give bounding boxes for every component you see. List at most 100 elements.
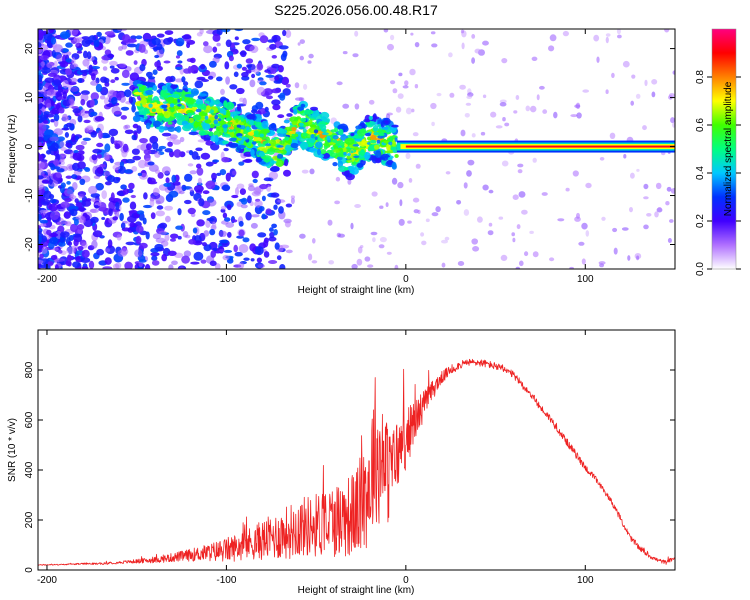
spectrogram-blob: [282, 29, 287, 37]
spectrogram-blob: [404, 80, 409, 86]
spectrogram-blob: [65, 42, 73, 48]
spectrogram-blob: [194, 121, 202, 127]
spectrogram-blob: [210, 250, 216, 258]
spectrogram-blob: [70, 86, 79, 92]
spectrogram-blob: [141, 109, 147, 117]
spectrogram-blob: [441, 239, 448, 244]
spectrogram-blob: [163, 182, 172, 187]
spectrogram-blob: [53, 113, 60, 122]
spectrogram-blob: [285, 144, 292, 152]
spectrogram-blob: [177, 103, 183, 107]
spectrogram-blob: [412, 132, 419, 137]
spectrogram-blob: [199, 63, 206, 70]
spectrogram-blob: [197, 177, 202, 185]
spectrogram-blob: [187, 104, 193, 109]
spectrogram-blob: [189, 64, 199, 74]
spectrogram-blob: [261, 213, 267, 220]
spectrogram-blob: [163, 60, 171, 64]
spectrogram-blob: [111, 96, 118, 105]
spectrogram-blob: [212, 33, 221, 42]
spectrogram-blob: [152, 69, 158, 75]
spectrogram-blob: [53, 60, 58, 69]
spectrogram-blob: [38, 136, 44, 143]
spectrogram-blob: [53, 79, 61, 86]
spectrogram-blob: [113, 263, 120, 269]
spectrogram-blob: [226, 204, 232, 209]
spectrogram-blob: [186, 42, 191, 49]
spectrogram-blob: [195, 108, 202, 113]
spectrogram-blob: [49, 237, 59, 245]
spectrogram-blob: [106, 103, 115, 108]
snr-series-line: [38, 358, 675, 566]
spectrogram-blob: [252, 178, 258, 184]
spectrogram-blob: [576, 212, 580, 219]
spectrogram-blob: [62, 79, 69, 89]
spectrogram-blob: [325, 118, 330, 123]
spectrogram-blob: [598, 261, 606, 265]
spectrogram-blob: [201, 79, 210, 82]
spectrogram-blob: [149, 198, 155, 208]
spectrogram-blob: [90, 99, 95, 108]
spectrogram-blob: [175, 225, 184, 230]
spectrogram-blob: [96, 153, 102, 159]
spectrogram-blob: [311, 260, 318, 264]
spectrogram-blob: [613, 247, 618, 255]
spectrogram-blob: [189, 170, 197, 175]
spectrogram-blob: [519, 260, 524, 267]
spectrogram-blob: [38, 175, 44, 180]
spectrogram-blob: [176, 89, 183, 93]
spectrogram-blob: [77, 246, 84, 251]
spectrogram-blob: [482, 184, 489, 191]
spectrogram-blob: [298, 126, 305, 130]
x-tick-label: 0: [403, 274, 409, 285]
spectrogram-y-label: Frequency (Hz): [7, 115, 18, 184]
spectrogram-blob: [230, 131, 235, 138]
spectrogram-blob: [539, 85, 545, 90]
spectrogram-blob: [46, 102, 52, 109]
spectrogram-blob: [118, 46, 123, 51]
spectrogram-blob: [228, 137, 238, 142]
spectrogram-blob: [501, 160, 509, 167]
spectrogram-blob: [611, 72, 615, 78]
spectrogram-blob: [397, 181, 404, 189]
spectrogram-blob: [57, 136, 65, 142]
spectrogram-blob: [181, 34, 192, 40]
x-tick-label: 100: [577, 274, 594, 285]
spectrogram-blob: [525, 105, 531, 112]
spectrogram-blob: [277, 150, 284, 154]
spectrogram-blob: [177, 235, 182, 240]
spectrogram-blob: [163, 37, 173, 45]
spectrogram-blob: [212, 46, 218, 53]
spectrogram-blob: [214, 99, 220, 105]
spectrogram-blob: [267, 39, 275, 43]
spectrogram-blob: [482, 94, 487, 99]
spectrogram-blob: [321, 152, 331, 159]
spectrogram-blob: [482, 40, 489, 46]
spectrogram-blob: [623, 154, 627, 159]
spectrogram-blob: [177, 99, 181, 103]
spectrogram-blob: [669, 219, 674, 223]
spectrogram-blob: [407, 220, 412, 224]
x-tick-label: -100: [216, 274, 236, 285]
spectrogram-blob: [235, 118, 239, 123]
spectrogram-blob: [627, 255, 631, 261]
spectrogram-blob: [278, 206, 284, 214]
spectrogram-blob: [101, 190, 107, 200]
spectrogram-blob: [328, 260, 335, 265]
spectrogram-blob: [38, 213, 42, 222]
spectrogram-blob: [81, 38, 91, 47]
spectrogram-blob: [449, 92, 455, 98]
spectrogram-blob: [96, 142, 104, 148]
spectrogram-blob: [38, 127, 44, 135]
spectrogram-blob: [283, 169, 291, 177]
spectrogram-blob: [335, 176, 341, 182]
spectrogram-blob: [161, 104, 168, 109]
spectrogram-blob: [621, 227, 629, 231]
spectrogram-blob: [218, 120, 227, 126]
spectrogram-blob: [581, 222, 588, 230]
spectrogram-blob: [55, 104, 61, 110]
spectrogram-blob: [651, 79, 658, 85]
spectrogram-blob: [515, 95, 520, 100]
spectrogram-blob: [399, 199, 403, 207]
spectrogram-blob: [298, 122, 304, 127]
